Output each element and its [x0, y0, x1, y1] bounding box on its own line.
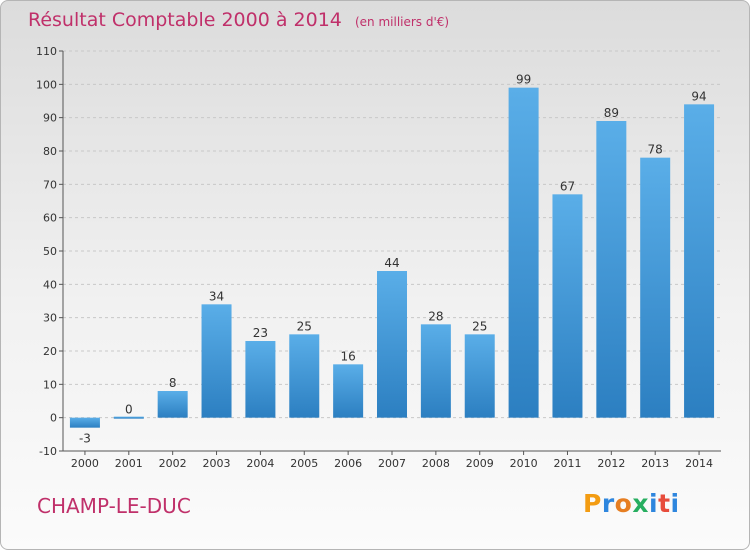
bar-2003: [201, 304, 232, 418]
data-label-2004: 23: [253, 326, 268, 340]
data-label-2000: -3: [79, 432, 91, 446]
bar-2011: [552, 194, 583, 418]
x-tick-label: 2006: [334, 457, 362, 470]
bar-2012: [596, 121, 627, 418]
y-tick-label: 70: [43, 178, 57, 191]
bars-group: [69, 87, 715, 428]
labels-group: -10 0 10 20 30 40 50 60 70 80 90 100 110 2000 -3 2001 0 2…: [36, 45, 713, 470]
bar-2013: [640, 157, 671, 418]
chart-title-main: Résultat Comptable 2000 à 2014: [28, 9, 342, 31]
x-tick-label: 2000: [71, 457, 99, 470]
data-label-2010: 99: [516, 73, 531, 87]
y-tick-label: 80: [43, 145, 57, 158]
data-label-2002: 8: [169, 376, 177, 390]
bar-2004: [245, 341, 276, 418]
x-tick-label: 2004: [246, 457, 274, 470]
bar-2008: [420, 324, 451, 418]
data-label-2011: 67: [560, 179, 575, 193]
y-tick-label: 0: [50, 412, 57, 425]
bar-2001: [113, 416, 144, 419]
bar-2007: [377, 271, 407, 418]
x-tick-label: 2013: [641, 457, 669, 470]
x-tick-label: 2014: [685, 457, 713, 470]
x-tick-label: 2003: [203, 457, 231, 470]
bar-2005: [289, 334, 320, 418]
y-tick-label: -10: [39, 445, 57, 458]
axes-group: [59, 50, 721, 455]
y-tick-label: 110: [36, 45, 57, 58]
data-label-2005: 25: [297, 319, 312, 333]
bar-2010: [508, 87, 539, 418]
x-tick-label: 2005: [290, 457, 318, 470]
bar-2000: [69, 417, 100, 428]
x-tick-label: 2008: [422, 457, 450, 470]
x-tick-label: 2011: [553, 457, 581, 470]
y-tick-label: 100: [36, 78, 57, 91]
data-label-2009: 25: [472, 319, 487, 333]
bar-2009: [464, 334, 495, 418]
data-label-2001: 0: [125, 403, 133, 417]
y-tick-label: 90: [43, 112, 57, 125]
x-tick-label: 2002: [159, 457, 187, 470]
y-tick-label: 60: [43, 212, 57, 225]
chart-title-unit: (en milliers d'€): [354, 15, 450, 29]
data-label-2013: 78: [648, 143, 663, 157]
x-tick-label: 2007: [378, 457, 406, 470]
x-tick-label: 2001: [115, 457, 143, 470]
x-tick-label: 2010: [510, 457, 538, 470]
y-tick-label: 30: [43, 312, 57, 325]
commune-name: CHAMP-LE-DUC: [37, 494, 191, 518]
data-label-2014: 94: [691, 89, 706, 103]
data-label-2007: 44: [384, 256, 399, 270]
data-label-2008: 28: [428, 309, 443, 323]
chart-title: Résultat Comptable 2000 à 2014 (en milli…: [28, 9, 449, 31]
y-tick-label: 40: [43, 278, 57, 291]
data-label-2012: 89: [604, 106, 619, 120]
y-tick-label: 20: [43, 345, 57, 358]
data-label-2006: 16: [340, 349, 355, 363]
bar-2014: [684, 104, 715, 418]
y-tick-label: 50: [43, 245, 57, 258]
proxiti-logo: Proxiti: [583, 489, 680, 518]
y-tick-label: 10: [43, 378, 57, 391]
bar-2002: [157, 391, 188, 418]
x-tick-label: 2009: [466, 457, 494, 470]
x-tick-label: 2012: [597, 457, 625, 470]
data-label-2003: 34: [209, 289, 224, 303]
bar-2006: [333, 364, 364, 418]
